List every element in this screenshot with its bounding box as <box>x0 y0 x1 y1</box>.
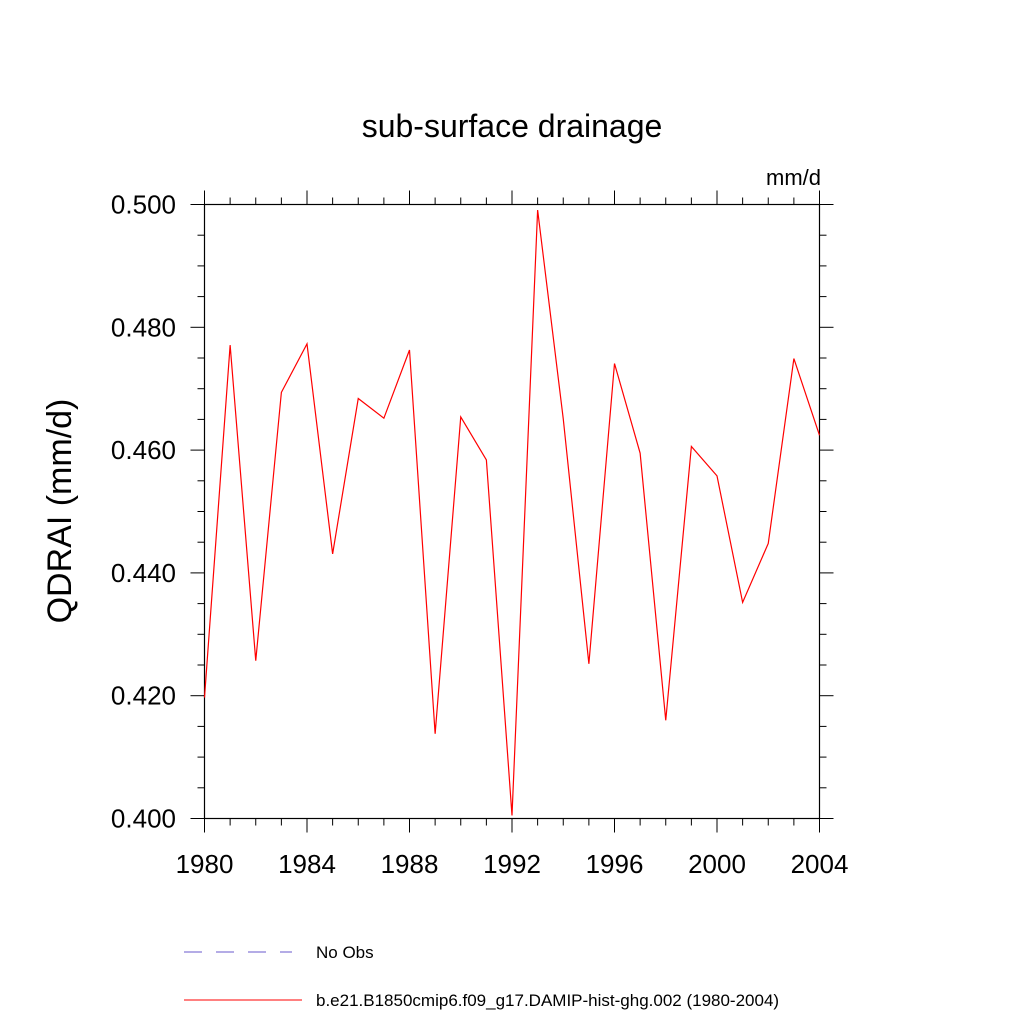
legend-label-model: b.e21.B1850cmip6.f09_g17.DAMIP-hist-ghg.… <box>316 991 779 1010</box>
x-tick-labels: 1980 1984 1988 1992 1996 2000 2004 <box>176 849 849 879</box>
x-tick-label: 1992 <box>483 849 541 879</box>
y-tick-label: 0.400 <box>111 804 176 834</box>
x-tick-label: 1996 <box>586 849 644 879</box>
series-layer <box>203 209 821 816</box>
ticks-layer <box>190 190 834 833</box>
y-axis-label: QDRAI (mm/d) <box>41 399 79 624</box>
y-tick-label: 0.480 <box>111 312 176 342</box>
series-line <box>203 209 821 816</box>
y-tick-label: 0.460 <box>111 435 176 465</box>
x-tick-label: 2004 <box>791 849 849 879</box>
x-tick-label: 2000 <box>688 849 746 879</box>
x-tick-label: 1988 <box>381 849 439 879</box>
x-tick-label: 1984 <box>278 849 336 879</box>
x-tick-label: 1980 <box>176 849 234 879</box>
chart-title: sub-surface drainage <box>362 108 663 144</box>
plot-frame <box>203 203 821 820</box>
y-tick-label: 0.420 <box>111 681 176 711</box>
y-tick-label: 0.440 <box>111 558 176 588</box>
y-tick-labels: 0.400 0.420 0.440 0.460 0.480 0.500 <box>111 190 176 834</box>
y-tick-label: 0.500 <box>111 190 176 220</box>
legend: No Obs b.e21.B1850cmip6.f09_g17.DAMIP-hi… <box>184 943 779 1010</box>
legend-label-no-obs: No Obs <box>316 943 374 962</box>
units-label: mm/d <box>766 165 821 190</box>
